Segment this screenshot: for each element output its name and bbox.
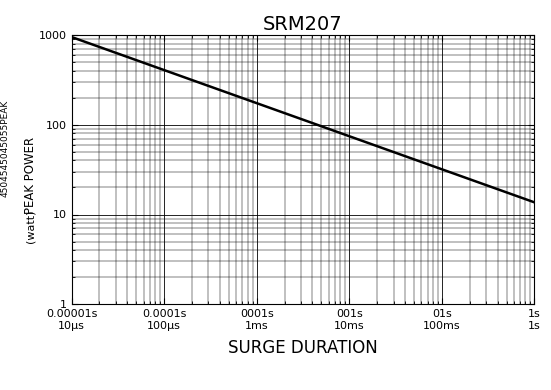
Text: (watt): (watt) <box>25 209 35 243</box>
Title: SRM207: SRM207 <box>263 14 343 34</box>
Text: 4504545045055PEAK: 4504545045055PEAK <box>1 99 10 197</box>
X-axis label: SURGE DURATION: SURGE DURATION <box>228 339 378 357</box>
Text: PEAK POWER: PEAK POWER <box>24 137 37 214</box>
